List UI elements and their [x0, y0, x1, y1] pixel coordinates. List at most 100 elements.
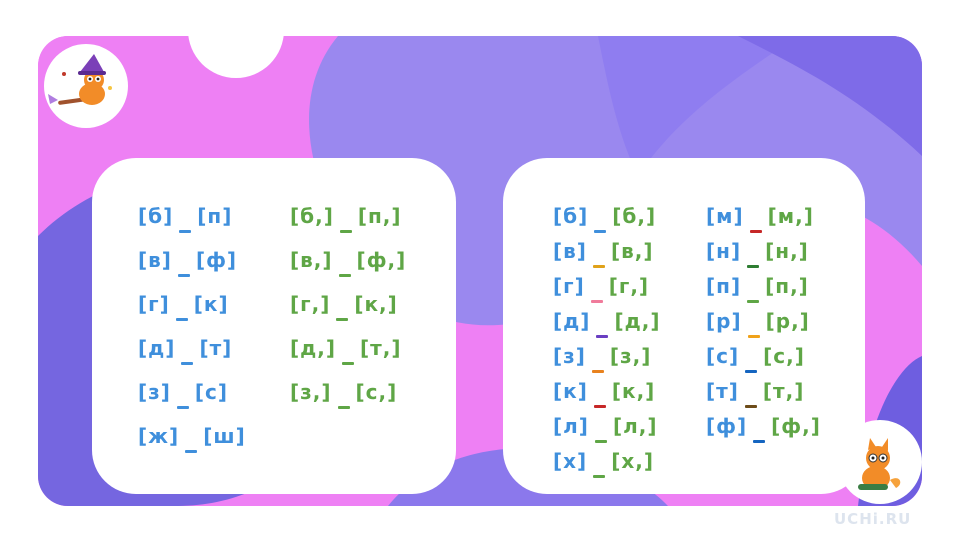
- paired-consonant: [ф,]: [356, 248, 407, 272]
- pair-dash: [177, 274, 190, 277]
- paired-consonant: [к]: [193, 292, 229, 316]
- consonant-pair: [ж] [ш]: [138, 424, 246, 453]
- pair-dash: [594, 440, 607, 443]
- watermark: UCHi.RU: [834, 510, 912, 528]
- hard-consonant: [з,]: [290, 380, 332, 404]
- hard-consonant: [в,]: [290, 248, 333, 272]
- hard-consonant: [т]: [706, 379, 739, 403]
- consonant-pair: [н] [н,]: [706, 239, 809, 268]
- consonant-pair: [г,] [к,]: [290, 292, 398, 321]
- paired-consonant: [с,]: [355, 380, 398, 404]
- hard-consonant: [д,]: [290, 336, 337, 360]
- hard-consonant: [г,]: [290, 292, 331, 316]
- pair-dash: [753, 440, 766, 443]
- paired-consonant: [т]: [199, 336, 233, 360]
- hard-consonant: [н]: [706, 239, 742, 263]
- pair-dash: [749, 230, 762, 233]
- hard-consonant: [б,]: [290, 204, 334, 228]
- pair-dash: [747, 300, 760, 303]
- consonant-pair: [д] [т]: [138, 336, 232, 365]
- pair-dash: [591, 370, 604, 373]
- pair-dash: [594, 230, 607, 233]
- hard-consonant: [р]: [706, 309, 742, 333]
- consonant-pair: [г] [к]: [138, 292, 229, 321]
- paired-consonant: [з,]: [609, 344, 652, 368]
- hard-consonant: [х]: [553, 449, 588, 473]
- hard-consonant: [г]: [553, 274, 585, 298]
- pair-dash: [338, 274, 351, 277]
- consonant-pair: [з] [с]: [138, 380, 228, 409]
- paired-consonant: [ф]: [195, 248, 238, 272]
- pair-dash: [339, 230, 352, 233]
- paired-consonant: [х,]: [611, 449, 654, 473]
- right-pairs-card: [503, 158, 865, 494]
- pair-dash: [336, 318, 349, 321]
- pair-dash: [185, 450, 198, 453]
- hard-consonant: [д]: [138, 336, 176, 360]
- consonant-pair: [х] [х,]: [553, 449, 654, 478]
- hard-consonant: [ж]: [138, 424, 180, 448]
- hard-consonant: [в]: [138, 248, 172, 272]
- pair-dash: [596, 335, 609, 338]
- consonant-pair: [п] [п,]: [706, 274, 809, 303]
- pair-dash: [745, 370, 758, 373]
- paired-consonant: [б,]: [612, 204, 657, 228]
- pair-dash: [593, 475, 606, 478]
- paired-consonant: [п,]: [357, 204, 402, 228]
- paired-consonant: [ш]: [203, 424, 246, 448]
- paired-consonant: [г,]: [608, 274, 650, 298]
- consonant-pair: [ф] [ф,]: [706, 414, 821, 443]
- consonant-pair: [д,] [т,]: [290, 336, 402, 365]
- pair-dash: [592, 265, 605, 268]
- pair-dash: [176, 406, 189, 409]
- pair-dash: [593, 405, 606, 408]
- paired-consonant: [т,]: [762, 379, 805, 403]
- hard-consonant: [з]: [553, 344, 586, 368]
- consonant-pair: [б] [б,]: [553, 204, 656, 233]
- paired-consonant: [д,]: [614, 309, 661, 333]
- paired-consonant: [к,]: [611, 379, 656, 403]
- consonant-pair: [з,] [с,]: [290, 380, 397, 409]
- hard-consonant: [ф]: [706, 414, 748, 438]
- pair-dash: [342, 362, 355, 365]
- paired-consonant: [т,]: [360, 336, 402, 360]
- hard-consonant: [л]: [553, 414, 589, 438]
- consonant-pair: [б,] [п,]: [290, 204, 402, 233]
- paired-consonant: [п,]: [765, 274, 809, 298]
- hard-consonant: [с]: [706, 344, 740, 368]
- paired-consonant: [ф,]: [771, 414, 821, 438]
- consonant-pair: [с] [с,]: [706, 344, 805, 373]
- pair-dash: [175, 318, 188, 321]
- consonant-pair: [б] [п]: [138, 204, 232, 233]
- paired-consonant: [с,]: [763, 344, 805, 368]
- witch-mascot-avatar: [44, 44, 128, 128]
- consonant-pair: [л] [л,]: [553, 414, 657, 443]
- consonant-pair: [з] [з,]: [553, 344, 651, 373]
- paired-consonant: [н,]: [765, 239, 809, 263]
- left-pairs-card: [92, 158, 456, 494]
- paired-consonant: [с]: [194, 380, 229, 404]
- pair-dash: [179, 230, 192, 233]
- hard-consonant: [б]: [138, 204, 174, 228]
- fox-mascot-icon: [858, 438, 901, 490]
- hard-consonant: [м]: [706, 204, 744, 228]
- paired-consonant: [к,]: [354, 292, 398, 316]
- pair-dash: [590, 300, 603, 303]
- paired-consonant: [л,]: [612, 414, 658, 438]
- hard-consonant: [п]: [706, 274, 742, 298]
- pair-dash: [744, 405, 757, 408]
- consonant-pair: [в] [ф]: [138, 248, 237, 277]
- consonant-pair: [в] [в,]: [553, 239, 653, 268]
- pair-dash: [747, 335, 760, 338]
- hard-consonant: [к]: [553, 379, 588, 403]
- pair-dash: [337, 406, 350, 409]
- hard-consonant: [з]: [138, 380, 171, 404]
- hard-consonant: [д]: [553, 309, 591, 333]
- paired-consonant: [в,]: [610, 239, 654, 263]
- consonant-pair: [т] [т,]: [706, 379, 804, 408]
- consonant-pair: [р] [р,]: [706, 309, 810, 338]
- consonant-pair: [м] [м,]: [706, 204, 814, 233]
- hard-consonant: [б]: [553, 204, 589, 228]
- consonant-pair: [в,] [ф,]: [290, 248, 406, 277]
- paired-consonant: [р,]: [765, 309, 810, 333]
